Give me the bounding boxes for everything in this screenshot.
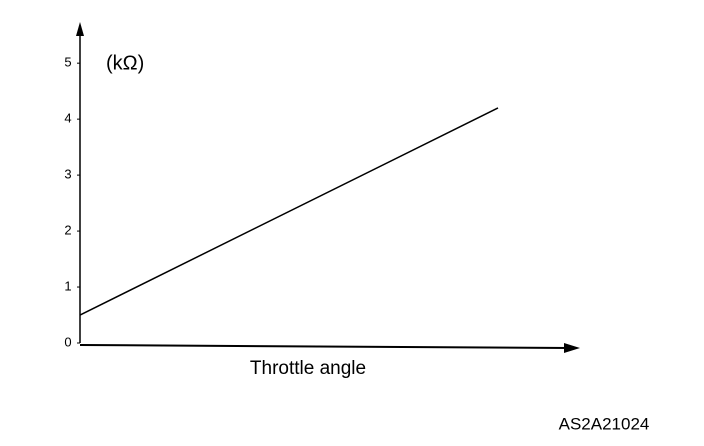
y-tick-label: 2 xyxy=(64,223,71,238)
x-axis xyxy=(79,344,571,349)
y-tick-label: 5 xyxy=(64,55,71,70)
y-axis-label: (kΩ) xyxy=(106,52,144,74)
y-tick-label: 1 xyxy=(64,278,71,293)
x-axis-arrow xyxy=(564,343,580,353)
y-axis-arrow xyxy=(76,22,84,36)
y-tick-label: 0 xyxy=(64,334,71,349)
x-axis-label: Throttle angle xyxy=(250,358,366,379)
y-tick-label: 3 xyxy=(64,167,71,182)
y-tick-label: 4 xyxy=(64,111,71,126)
data-line xyxy=(79,107,499,316)
figure-code: AS2A21024 xyxy=(559,414,650,433)
